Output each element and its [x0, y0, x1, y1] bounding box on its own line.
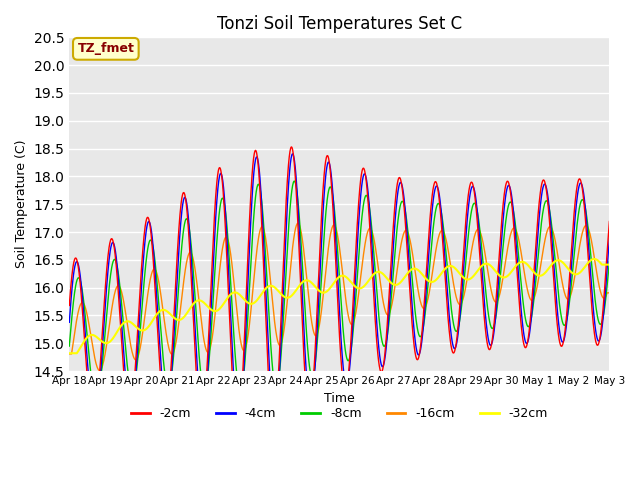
- Text: TZ_fmet: TZ_fmet: [77, 42, 134, 55]
- -32cm: [186, 307, 193, 312]
- -4cm: [495, 281, 502, 287]
- -4cm: [172, 291, 180, 297]
- -2cm: [172, 270, 180, 276]
- -16cm: [173, 336, 180, 341]
- -8cm: [424, 285, 431, 290]
- -32cm: [493, 271, 501, 276]
- Title: Tonzi Soil Temperatures Set C: Tonzi Soil Temperatures Set C: [217, 15, 462, 33]
- -4cm: [65, 319, 73, 325]
- -8cm: [605, 259, 613, 264]
- -4cm: [186, 227, 193, 233]
- Line: -32cm: -32cm: [69, 259, 609, 353]
- -4cm: [235, 417, 243, 423]
- -4cm: [289, 151, 296, 157]
- -8cm: [246, 271, 254, 277]
- -32cm: [605, 262, 613, 267]
- -8cm: [186, 229, 194, 235]
- -2cm: [495, 265, 502, 271]
- -2cm: [542, 184, 550, 190]
- -32cm: [172, 316, 180, 322]
- -8cm: [542, 198, 550, 204]
- Legend: -2cm, -4cm, -8cm, -16cm, -32cm: -2cm, -4cm, -8cm, -16cm, -32cm: [126, 402, 553, 425]
- -4cm: [246, 229, 254, 235]
- -4cm: [424, 265, 431, 271]
- Line: -4cm: -4cm: [69, 154, 609, 420]
- -32cm: [590, 256, 598, 262]
- -16cm: [294, 220, 301, 226]
- -32cm: [423, 277, 431, 283]
- -8cm: [291, 178, 298, 184]
- -8cm: [65, 343, 73, 349]
- -2cm: [424, 248, 431, 253]
- -2cm: [287, 144, 295, 150]
- -4cm: [605, 235, 613, 241]
- Line: -8cm: -8cm: [69, 181, 609, 399]
- -16cm: [65, 351, 73, 357]
- -16cm: [495, 296, 502, 302]
- -2cm: [605, 218, 613, 224]
- -16cm: [186, 250, 194, 255]
- -2cm: [65, 302, 73, 308]
- -16cm: [96, 368, 104, 373]
- -32cm: [65, 350, 73, 356]
- -2cm: [246, 203, 254, 209]
- Line: -16cm: -16cm: [69, 223, 609, 371]
- -4cm: [542, 183, 550, 189]
- -16cm: [605, 290, 613, 296]
- Line: -2cm: -2cm: [69, 147, 609, 427]
- -8cm: [173, 313, 180, 319]
- -16cm: [246, 314, 254, 320]
- -2cm: [186, 242, 193, 248]
- -32cm: [541, 270, 549, 276]
- -16cm: [424, 297, 431, 303]
- Y-axis label: Soil Temperature (C): Soil Temperature (C): [15, 140, 28, 268]
- -32cm: [246, 301, 253, 307]
- -16cm: [542, 233, 550, 239]
- -2cm: [234, 424, 241, 430]
- X-axis label: Time: Time: [324, 392, 355, 405]
- -8cm: [495, 295, 502, 300]
- -8cm: [92, 396, 100, 402]
